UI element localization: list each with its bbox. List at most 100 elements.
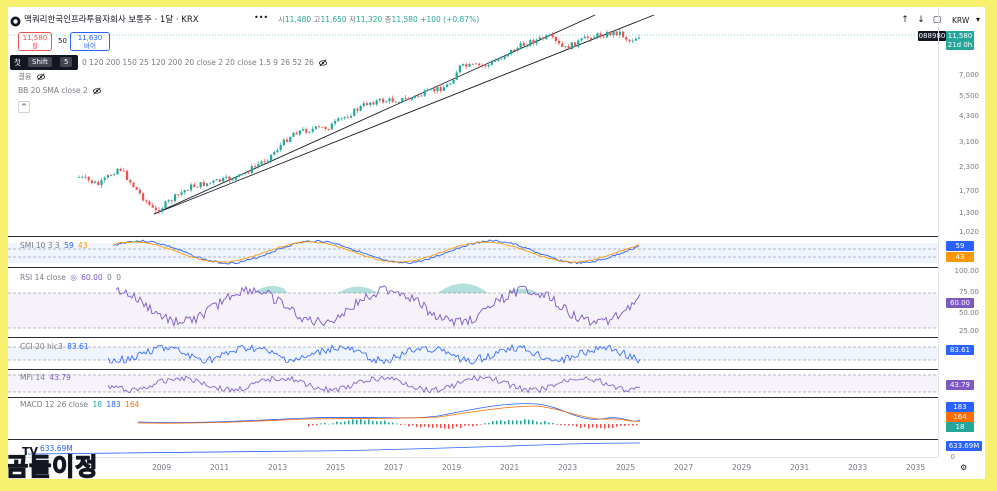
volume-label[interactable]: 결융 — [18, 71, 46, 82]
candle-body — [599, 33, 602, 37]
candle-body — [84, 176, 87, 178]
candle-body — [593, 37, 596, 40]
candle-body — [81, 176, 84, 178]
candle-body — [542, 37, 545, 40]
candle-body — [100, 180, 103, 186]
sell-button[interactable]: 11,580 팔 — [18, 32, 52, 51]
pane-separator[interactable] — [8, 267, 938, 268]
macd-pane[interactable] — [8, 398, 938, 439]
macd-histogram-bar — [608, 424, 610, 429]
macd-histogram-bar — [360, 419, 362, 425]
candle-body — [238, 174, 241, 177]
macd-histogram-bar — [552, 423, 554, 425]
candle-body — [158, 210, 161, 212]
macd-histogram-bar — [384, 420, 386, 425]
obv-legend[interactable]: 633.69M — [40, 444, 73, 453]
macd-histogram-bar — [576, 424, 578, 427]
shift-key: Shift — [28, 57, 52, 67]
ma-params-label[interactable]: 0 120 200 150 25 120 200 20 close 2 20 c… — [82, 58, 328, 67]
pane-separator[interactable] — [8, 236, 938, 237]
x-axis-year-label: 2013 — [268, 463, 288, 472]
mfi-legend[interactable]: MFI 14 43.79 — [20, 373, 71, 382]
candle-body — [324, 126, 327, 129]
x-axis-line — [8, 457, 938, 458]
macd-histogram-bar — [316, 424, 318, 426]
candle-body — [206, 183, 209, 187]
candle-body — [590, 37, 593, 40]
smi-legend[interactable]: SMI 10 3 3 59 43 — [20, 241, 88, 250]
macd-histogram-bar — [612, 424, 614, 429]
candle-body — [321, 126, 324, 128]
settings-gear-icon[interactable]: ⚙ — [960, 463, 968, 472]
macd-legend[interactable]: MACD 12 26 close 18 183 164 — [20, 400, 140, 409]
macd-histogram-bar — [440, 424, 442, 429]
x-axis-year-label: 2015 — [326, 463, 346, 472]
arrow-down-icon[interactable]: ↓ — [917, 15, 925, 25]
macd-histogram-bar — [356, 419, 358, 425]
bb-label[interactable]: BB 20 SMA close 2 — [18, 86, 102, 95]
macd-histogram-bar — [516, 420, 518, 425]
pane-separator[interactable] — [8, 397, 938, 398]
tradingview-logo-icon[interactable]: TV — [22, 445, 39, 458]
symbol-title[interactable]: 맥쿼리한국인프라투융자회사 보통주 · 1달 · KRX — [24, 15, 199, 25]
rsi-pane[interactable] — [8, 268, 938, 337]
candle-body — [436, 87, 439, 92]
candle-body — [478, 63, 481, 66]
candle-body — [94, 181, 97, 184]
macd-histogram-bar — [544, 421, 546, 425]
candle-body — [529, 40, 532, 46]
cci-legend[interactable]: CCI 20 hlc3 83.61 — [20, 342, 89, 351]
collapse-legend-icon[interactable]: ^ — [18, 101, 30, 113]
macd-histogram-bar — [336, 421, 338, 425]
macd-histogram-bar — [324, 422, 326, 425]
number-key: 5 — [60, 57, 73, 67]
macd-histogram-bar — [320, 423, 322, 425]
candle-body — [199, 182, 202, 188]
cci-pane[interactable] — [8, 338, 938, 369]
candle-body — [337, 118, 340, 122]
more-menu-button[interactable]: ••• — [254, 13, 269, 22]
signal-badge: 164 — [946, 412, 974, 422]
mfi-pane[interactable] — [8, 370, 938, 397]
macd-histogram-bar — [404, 424, 406, 425]
candle-body — [519, 43, 522, 48]
candle-body — [638, 37, 641, 39]
macd-histogram-bar — [468, 424, 470, 426]
pane-separator[interactable] — [8, 439, 938, 440]
candle-body — [145, 200, 148, 202]
macd-histogram-bar — [364, 420, 366, 425]
pane-separator[interactable] — [8, 337, 938, 338]
macd-histogram-bar — [444, 424, 446, 429]
price-tick: 1,300 — [958, 209, 979, 217]
macd-histogram-bar — [372, 420, 374, 425]
candle-body — [135, 187, 138, 190]
currency-selector[interactable]: KRW — [952, 16, 970, 25]
pane-separator[interactable] — [8, 369, 938, 370]
ticker-code-badge: 088980 — [918, 31, 946, 41]
obv-pane[interactable] — [8, 440, 938, 457]
fullscreen-icon[interactable]: ▢ — [932, 15, 942, 25]
spread-value: 50 — [58, 37, 67, 45]
candle-body — [126, 170, 129, 180]
rsi-legend[interactable]: RSI 14 close ◎ 60.00 0 0 — [20, 273, 121, 282]
candle-body — [410, 97, 413, 100]
macd-histogram-bar — [424, 424, 426, 427]
candle-body — [401, 97, 404, 103]
candle-body — [276, 150, 279, 153]
candle-body — [362, 103, 365, 106]
smi-pane[interactable] — [8, 237, 938, 267]
arrow-up-icon[interactable]: ↑ — [901, 15, 909, 25]
chevron-down-icon[interactable]: ▾ — [976, 15, 981, 24]
macd-histogram-bar — [432, 424, 434, 428]
candle-body — [311, 128, 314, 132]
candle-body — [282, 139, 285, 146]
buy-button[interactable]: 11,630 바이 — [70, 32, 110, 51]
candle-body — [103, 177, 106, 181]
watermark-text: 곰돌이정 — [8, 452, 99, 479]
candle-body — [186, 190, 189, 191]
macd-histogram-bar — [452, 424, 454, 429]
candle-body — [164, 201, 167, 209]
candle-body — [97, 181, 100, 186]
candle-body — [574, 42, 577, 47]
price-chart[interactable] — [8, 7, 938, 237]
